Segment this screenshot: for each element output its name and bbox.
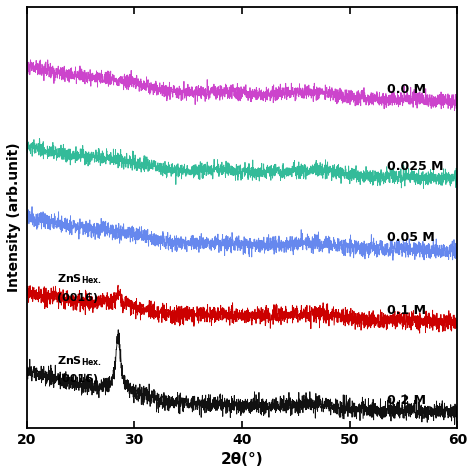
X-axis label: 2θ(°): 2θ(°) (221, 452, 263, 467)
Text: 0.025 M: 0.025 M (387, 161, 444, 173)
Text: ZnS$\mathregular{_\mathbf{Hex.}}$: ZnS$\mathregular{_\mathbf{Hex.}}$ (57, 273, 102, 286)
Text: 0.05 M: 0.05 M (387, 231, 435, 244)
Text: ZnS$\mathregular{_\mathbf{Hex.}}$: ZnS$\mathregular{_\mathbf{Hex.}}$ (57, 354, 102, 368)
Text: 0.0 M: 0.0 M (387, 82, 427, 96)
Text: 0.2 M: 0.2 M (387, 394, 427, 408)
Y-axis label: Intensity (arb.unit): Intensity (arb.unit) (7, 143, 21, 292)
Text: (0016): (0016) (57, 292, 98, 302)
Text: (0016): (0016) (57, 374, 98, 383)
Text: 0.1 M: 0.1 M (387, 304, 427, 317)
